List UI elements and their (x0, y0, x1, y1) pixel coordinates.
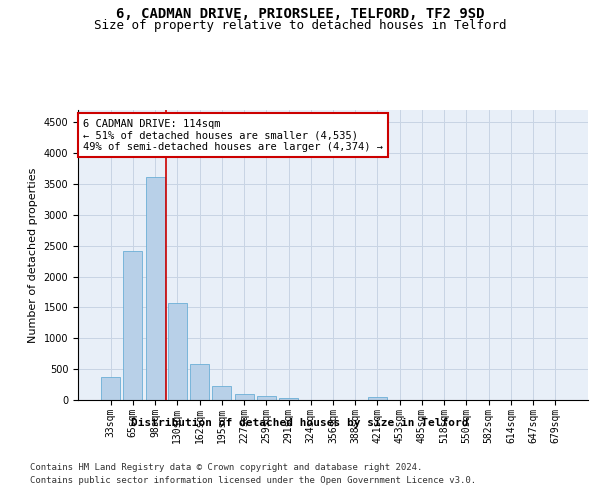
Y-axis label: Number of detached properties: Number of detached properties (28, 168, 38, 342)
Text: Distribution of detached houses by size in Telford: Distribution of detached houses by size … (131, 418, 469, 428)
Bar (235, 394, 254, 400)
Bar (146, 176, 164, 400)
Bar (212, 386, 231, 400)
Bar (124, 252, 142, 400)
Text: Size of property relative to detached houses in Telford: Size of property relative to detached ho… (94, 19, 506, 32)
Bar (101, 377, 120, 400)
Bar (190, 364, 209, 400)
Bar (368, 396, 387, 400)
Text: 6 CADMAN DRIVE: 114sqm
← 51% of detached houses are smaller (4,535)
49% of semi-: 6 CADMAN DRIVE: 114sqm ← 51% of detached… (83, 118, 383, 152)
Bar (168, 302, 187, 400)
Bar (257, 396, 276, 400)
Text: 6, CADMAN DRIVE, PRIORSLEE, TELFORD, TF2 9SD: 6, CADMAN DRIVE, PRIORSLEE, TELFORD, TF2… (116, 8, 484, 22)
Text: Contains HM Land Registry data © Crown copyright and database right 2024.: Contains HM Land Registry data © Crown c… (30, 462, 422, 471)
Bar (279, 398, 298, 400)
Text: Contains public sector information licensed under the Open Government Licence v3: Contains public sector information licen… (30, 476, 476, 485)
